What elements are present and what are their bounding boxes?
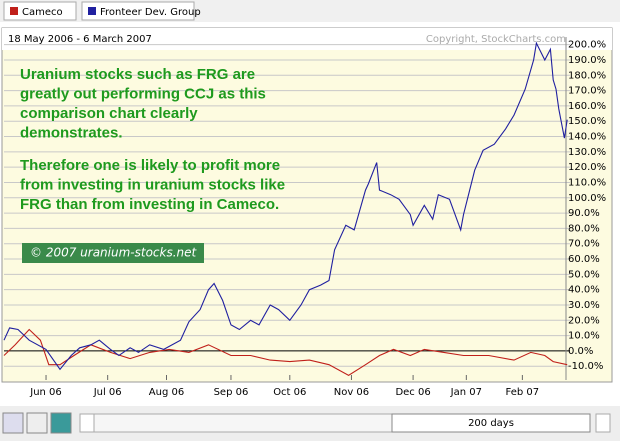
- period-label: 200 days: [468, 418, 514, 429]
- y-tick-label: 50.0%: [568, 269, 600, 280]
- y-tick-label: 80.0%: [568, 223, 600, 234]
- legend-label: Fronteer Dev. Group: [100, 7, 201, 18]
- y-tick-label: 200.0%: [568, 40, 606, 51]
- date-range: 18 May 2006 - 6 March 2007: [8, 34, 152, 45]
- y-tick-label: 130.0%: [568, 147, 606, 158]
- x-tick-label: Sep 06: [214, 387, 249, 398]
- y-tick-label: 60.0%: [568, 254, 600, 265]
- tool-icons[interactable]: [2, 412, 72, 434]
- x-tick-label: Aug 06: [149, 387, 184, 398]
- y-tick-label: 170.0%: [568, 86, 606, 97]
- y-tick-label: 10.0%: [568, 331, 600, 342]
- annotation-line: demonstrates.: [20, 124, 123, 141]
- legend-swatch: [88, 7, 96, 15]
- annotation-line: Uranium stocks such as FRG are: [20, 66, 255, 83]
- y-tick-label: 100.0%: [568, 193, 606, 204]
- y-tick-label: 110.0%: [568, 177, 606, 188]
- y-tick-label: 40.0%: [568, 285, 600, 296]
- y-tick-label: 90.0%: [568, 208, 600, 219]
- y-tick-label: 150.0%: [568, 116, 606, 127]
- scroll-left[interactable]: [79, 413, 95, 433]
- x-tick-label: Jun 06: [29, 387, 62, 398]
- copyright: Copyright, StockCharts.com: [426, 34, 566, 45]
- x-tick-label: Nov 06: [334, 387, 369, 398]
- y-tick-label: -10.0%: [568, 361, 603, 372]
- y-tick-label: 120.0%: [568, 162, 606, 173]
- y-tick-label: 190.0%: [568, 55, 606, 66]
- annotation-line: greatly out performing CCJ as this: [20, 85, 266, 102]
- watermark-box: [22, 243, 204, 263]
- annotation-line: FRG than from investing in Cameco.: [20, 196, 279, 213]
- watermark: © 2007 uranium-stocks.net: [30, 246, 198, 260]
- y-tick-label: 30.0%: [568, 300, 600, 311]
- x-tick-label: Oct 06: [273, 387, 306, 398]
- y-tick-label: 160.0%: [568, 101, 606, 112]
- legend-swatch: [10, 7, 18, 15]
- y-tick-label: 140.0%: [568, 132, 606, 143]
- series-line: [3, 41, 568, 371]
- scroll-right[interactable]: [595, 413, 611, 433]
- annotation-line: Therefore one is likely to profit more: [20, 157, 280, 174]
- annotation-line: comparison chart clearly: [20, 105, 198, 122]
- x-tick-label: Jan 07: [450, 387, 482, 398]
- x-tick-label: Feb 07: [506, 387, 540, 398]
- x-tick-label: Dec 06: [395, 387, 430, 398]
- y-tick-label: 0.0%: [568, 346, 593, 357]
- y-tick-label: 70.0%: [568, 239, 600, 250]
- y-tick-label: 20.0%: [568, 315, 600, 326]
- period-selector[interactable]: [391, 413, 591, 433]
- plot-area: [1, 27, 613, 383]
- legend-tab[interactable]: [3, 1, 77, 21]
- annotation-line: from investing in uranium stocks like: [20, 176, 285, 193]
- legend-tab[interactable]: [81, 1, 195, 21]
- y-tick-label: 180.0%: [568, 70, 606, 81]
- legend-label: Cameco: [22, 7, 63, 18]
- x-tick-label: Jul 06: [93, 387, 122, 398]
